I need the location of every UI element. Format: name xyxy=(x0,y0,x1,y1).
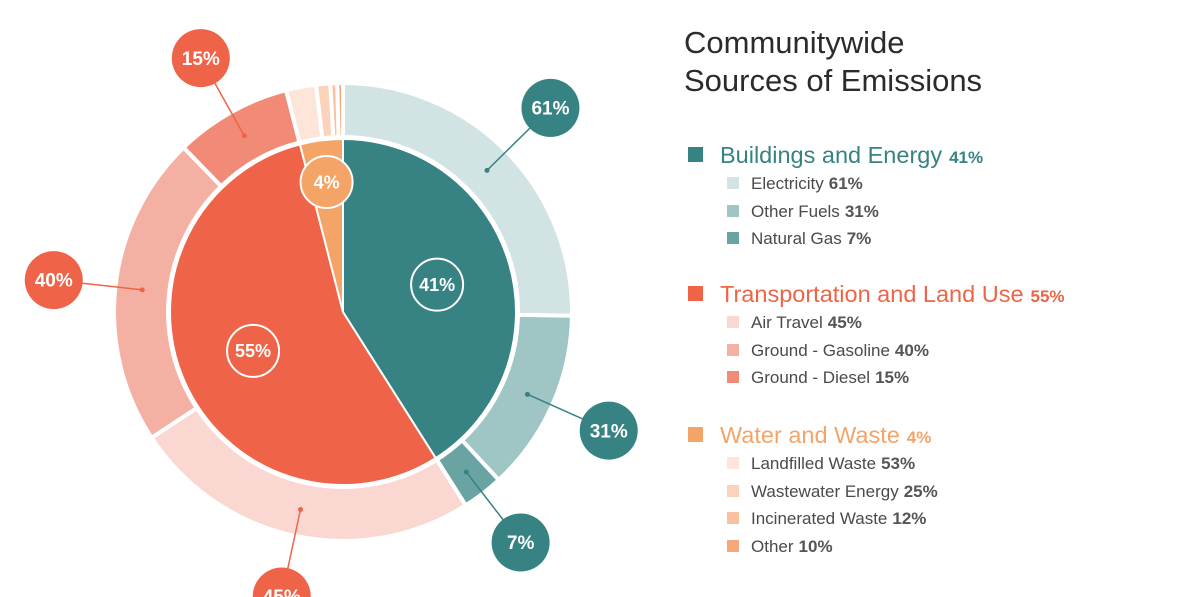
callout-dot xyxy=(484,167,490,173)
legend-item-name: Landfilled Waste xyxy=(751,454,877,473)
legend-item-name: Wastewater Energy xyxy=(751,481,899,501)
legend-swatch xyxy=(688,427,703,442)
legend-item-pct: 61% xyxy=(828,174,863,193)
legend-item-pct: 7% xyxy=(846,229,872,249)
legend-swatch xyxy=(727,204,739,217)
legend-swatch xyxy=(727,177,739,189)
legend: Communitywide Sources of Emissions Build… xyxy=(684,24,1194,556)
callout-badge-label: 15% xyxy=(182,49,220,70)
legend-swatch xyxy=(727,371,739,384)
legend-swatch xyxy=(688,286,703,301)
legend-swatch xyxy=(727,457,739,469)
callout-badge-label: 61% xyxy=(531,99,569,120)
legend-swatch xyxy=(727,512,739,525)
inner-label-badge-circle xyxy=(299,155,354,210)
legend-swatch xyxy=(727,343,739,356)
chart-title: Communitywide Sources of Emissions xyxy=(684,24,1194,100)
legend-item-name: Ground - Gasoline xyxy=(751,340,890,360)
legend-category-pct: 55% xyxy=(1030,287,1065,306)
callout-dot xyxy=(139,287,145,293)
legend-item-pct: 12% xyxy=(892,509,927,529)
legend-swatch xyxy=(727,316,739,328)
legend-item-name: Ground - Diesel xyxy=(751,368,871,388)
callout-badge-circle xyxy=(252,567,311,597)
callout-badge-circle xyxy=(491,513,550,572)
inner-label-badge-label: 55% xyxy=(235,341,271,361)
nested-donut-chart: 61% 31% 7% 45% 40% 15% 41% 55% 4% xyxy=(24,29,638,597)
callout-dot xyxy=(241,133,247,139)
legend-item-pct: 45% xyxy=(827,313,862,332)
callout-badge-label: 7% xyxy=(507,533,535,554)
legend-swatch xyxy=(727,232,739,245)
legend-item-pct: 25% xyxy=(903,481,938,501)
callout-badge-circle xyxy=(24,251,83,310)
legend-item-pct: 10% xyxy=(798,536,833,556)
legend-item-name: Other xyxy=(751,536,794,556)
callout-badge-circle xyxy=(521,78,580,137)
inner-label-badge-circle xyxy=(226,323,281,378)
legend-category-pct: 41% xyxy=(949,148,984,167)
title-line-1: Communitywide xyxy=(684,25,905,60)
legend-category-name: Buildings and Energy xyxy=(720,142,943,168)
legend-swatch xyxy=(688,147,703,162)
inner-label-badge-label: 4% xyxy=(314,172,340,192)
legend-item-name: Electricity xyxy=(751,174,824,193)
legend-category-name: Transportation and Land Use xyxy=(720,281,1024,307)
callout-badge-label: 45% xyxy=(263,587,301,597)
legend-item-pct: 40% xyxy=(894,340,929,360)
legend-item-pct: 15% xyxy=(875,368,910,388)
legend-item-name: Incinerated Waste xyxy=(751,509,888,529)
callout-badge-label: 40% xyxy=(35,271,73,292)
callout-dot xyxy=(463,469,469,475)
legend-item-pct: 31% xyxy=(844,201,879,221)
inner-label-badge-circle xyxy=(410,257,465,312)
legend-item-name: Natural Gas xyxy=(751,229,842,249)
legend-item-name: Air Travel xyxy=(751,313,823,332)
legend-category-name: Water and Waste xyxy=(720,422,900,448)
legend-swatch xyxy=(727,484,739,497)
inner-label-badge-label: 41% xyxy=(419,275,455,295)
callout-badge-circle xyxy=(171,29,230,88)
legend-category-pct: 4% xyxy=(906,428,932,447)
callout-dot xyxy=(524,391,530,397)
callout-badge-label: 31% xyxy=(590,421,628,442)
legend-item-pct: 53% xyxy=(881,454,916,473)
legend-swatch xyxy=(727,539,739,552)
callout-badge-circle xyxy=(579,401,638,460)
legend-item-name: Other Fuels xyxy=(751,201,840,221)
inner-slice xyxy=(169,143,438,486)
title-line-2: Sources of Emissions xyxy=(684,63,983,98)
callout-dot xyxy=(297,506,303,512)
outer-slice xyxy=(335,80,345,140)
